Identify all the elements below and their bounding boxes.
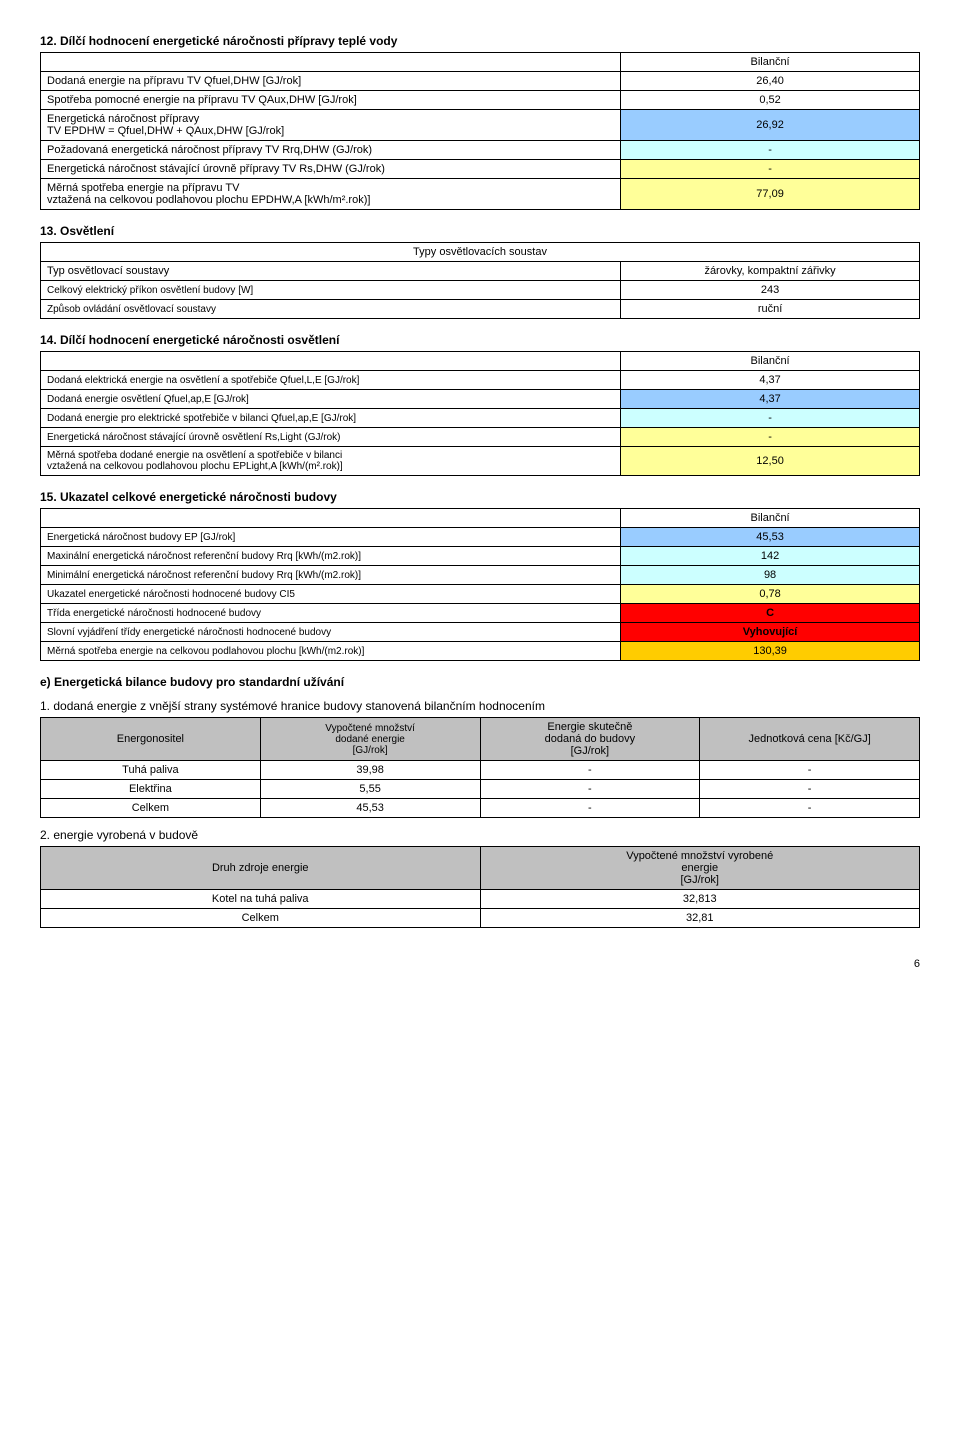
row-label: Dodaná energie osvětlení Qfuel,ap,E [GJ/… (41, 390, 621, 409)
table-sec15: Bilanční Energetická náročnost budovy EP… (40, 508, 920, 661)
row-value: 12,50 (621, 447, 920, 476)
row-label: Energetická náročnost přípravy TV EPDHW … (41, 110, 621, 141)
row-label: Požadovaná energetická náročnost příprav… (41, 141, 621, 160)
empty-cell (41, 509, 621, 528)
row-value: 4,37 (621, 390, 920, 409)
empty-cell (41, 352, 621, 371)
row-label: Energetická náročnost budovy EP [GJ/rok] (41, 528, 621, 547)
row-value: 130,39 (621, 642, 920, 661)
row-value: 0,78 (621, 585, 920, 604)
page-number: 6 (40, 958, 920, 970)
row-label: Energetická náročnost stávající úrovně o… (41, 428, 621, 447)
table-e2: Druh zdroje energie Vypočtené množství v… (40, 846, 920, 928)
row-value: Vyhovující (621, 623, 920, 642)
row-label: Minimální energetická náročnost referenč… (41, 566, 621, 585)
row-label: Spotřeba pomocné energie na přípravu TV … (41, 91, 621, 110)
section-14-title: 14. Dílčí hodnocení energetické náročnos… (40, 333, 920, 347)
row-value: - (621, 141, 920, 160)
table-cell: 5,55 (260, 780, 480, 799)
empty-cell (41, 53, 621, 72)
row-value: 0,52 (621, 91, 920, 110)
row-value: - (621, 160, 920, 179)
row-label: Způsob ovládání osvětlovací soustavy (41, 300, 621, 319)
row-label: Typ osvětlovací soustavy (41, 262, 621, 281)
section-12-title: 12. Dílčí hodnocení energetické náročnos… (40, 34, 920, 48)
table-cell: 39,98 (260, 761, 480, 780)
row-value: - (621, 428, 920, 447)
table-cell: - (480, 799, 700, 818)
table-cell: 45,53 (260, 799, 480, 818)
row-value: C (621, 604, 920, 623)
center-header: Typy osvětlovacích soustav (41, 243, 920, 262)
row-value: 243 (621, 281, 920, 300)
row-value: ruční (621, 300, 920, 319)
row-label: Slovní vyjádření třídy energetické nároč… (41, 623, 621, 642)
table-cell: 32,81 (480, 909, 920, 928)
th-vypoctene: Vypočtené množství dodané energie [GJ/ro… (260, 718, 480, 761)
table-sec12: Bilanční Dodaná energie na přípravu TV Q… (40, 52, 920, 210)
table-cell: 32,813 (480, 890, 920, 909)
th-vyrobene: Vypočtené množství vyrobené energie [GJ/… (480, 847, 920, 890)
table-sec13: Typy osvětlovacích soustav Typ osvětlova… (40, 242, 920, 319)
table-cell: - (700, 780, 920, 799)
th-skutecne: Energie skutečně dodaná do budovy [GJ/ro… (480, 718, 700, 761)
row-label: Ukazatel energetické náročnosti hodnocen… (41, 585, 621, 604)
table-sec14: Bilanční Dodaná elektrická energie na os… (40, 351, 920, 476)
row-label: Dodaná elektrická energie na osvětlení a… (41, 371, 621, 390)
row-label: Maxinální energetická náročnost referenč… (41, 547, 621, 566)
table-cell: - (700, 761, 920, 780)
table-cell: - (480, 780, 700, 799)
row-value: 142 (621, 547, 920, 566)
header-bilancni: Bilanční (621, 352, 920, 371)
section-13-title: 13. Osvětlení (40, 224, 920, 238)
header-bilancni: Bilanční (621, 53, 920, 72)
table-cell: Celkem (41, 799, 261, 818)
row-value: 45,53 (621, 528, 920, 547)
row-label: Měrná spotřeba energie na celkovou podla… (41, 642, 621, 661)
th-druh: Druh zdroje energie (41, 847, 481, 890)
row-value: 98 (621, 566, 920, 585)
table-cell: - (480, 761, 700, 780)
row-value: 26,92 (621, 110, 920, 141)
th-cena: Jednotková cena [Kč/GJ] (700, 718, 920, 761)
row-label: Dodaná energie pro elektrické spotřebiče… (41, 409, 621, 428)
row-value: 77,09 (621, 179, 920, 210)
table-cell: - (700, 799, 920, 818)
row-value: 4,37 (621, 371, 920, 390)
row-label: Třída energetické náročnosti hodnocené b… (41, 604, 621, 623)
table-cell: Tuhá paliva (41, 761, 261, 780)
section-15-title: 15. Ukazatel celkové energetické náročno… (40, 490, 920, 504)
th-energonositel: Energonositel (41, 718, 261, 761)
row-label: Dodaná energie na přípravu TV Qfuel,DHW … (41, 72, 621, 91)
section-e-title: e) Energetická bilance budovy pro standa… (40, 675, 920, 689)
header-bilancni: Bilanční (621, 509, 920, 528)
row-label: Energetická náročnost stávající úrovně p… (41, 160, 621, 179)
row-label: Měrná spotřeba dodané energie na osvětle… (41, 447, 621, 476)
row-label: Celkový elektrický příkon osvětlení budo… (41, 281, 621, 300)
table-cell: Kotel na tuhá paliva (41, 890, 481, 909)
row-value: 26,40 (621, 72, 920, 91)
table-cell: Elektřina (41, 780, 261, 799)
row-label: Měrná spotřeba energie na přípravu TV vz… (41, 179, 621, 210)
section-e1-title: 1. dodaná energie z vnější strany systém… (40, 699, 920, 713)
row-value: žárovky, kompaktní zářivky (621, 262, 920, 281)
section-e2-title: 2. energie vyrobená v budově (40, 828, 920, 842)
row-value: - (621, 409, 920, 428)
table-cell: Celkem (41, 909, 481, 928)
table-e1: Energonositel Vypočtené množství dodané … (40, 717, 920, 818)
